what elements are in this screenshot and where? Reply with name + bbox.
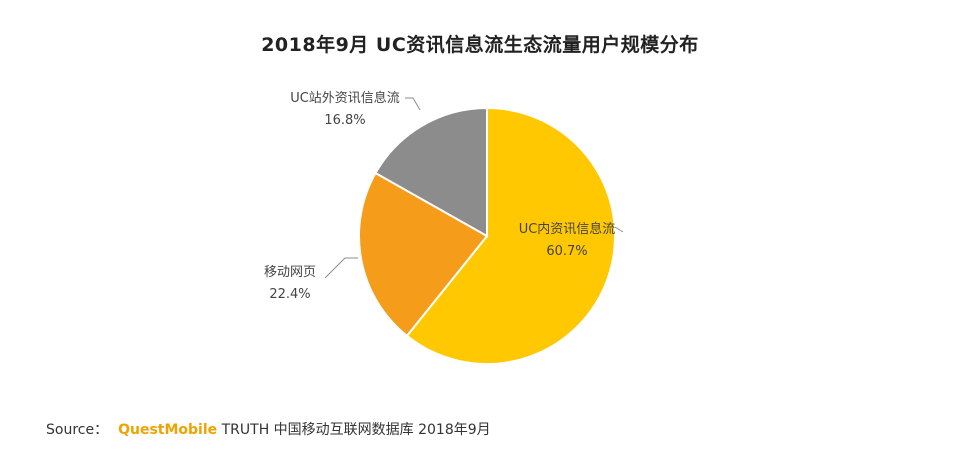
slice-value: 22.4% <box>269 287 311 302</box>
chart-title: 2018年9月 UC资讯信息流生态流量用户规模分布 <box>261 34 699 56</box>
pie-slice-uc-inside <box>405 106 616 365</box>
leader-line-uc-inside <box>614 226 624 233</box>
slice-label-uc-inside: UC内资讯信息流 60.7% <box>497 219 637 263</box>
slice-value: 16.8% <box>324 113 366 128</box>
pie-slice-uc-outside <box>374 106 488 238</box>
pie-slice-mobile-web <box>358 171 489 338</box>
leader-line-uc-outside <box>405 97 421 111</box>
pie-slices <box>358 106 616 365</box>
source-brand: QuestMobile <box>118 422 218 438</box>
leader-line-mobile-web <box>324 257 358 279</box>
slice-name: UC站外资讯信息流 <box>290 91 400 106</box>
slice-value: 60.7% <box>546 244 588 259</box>
slice-name: UC内资讯信息流 <box>518 222 616 237</box>
source-note: Source： QuestMobile TRUTH 中国移动互联网数据库 2018… <box>46 419 491 439</box>
source-prefix: Source： <box>46 422 109 438</box>
leader-lines <box>324 97 624 279</box>
source-text: TRUTH 中国移动互联网数据库 2018年9月 <box>221 422 491 438</box>
slice-name: 移动网页 <box>263 265 316 280</box>
slice-label-uc-outside: UC站外资讯信息流 16.8% <box>280 88 410 132</box>
slice-label-mobile-web: 移动网页 22.4% <box>250 262 330 306</box>
